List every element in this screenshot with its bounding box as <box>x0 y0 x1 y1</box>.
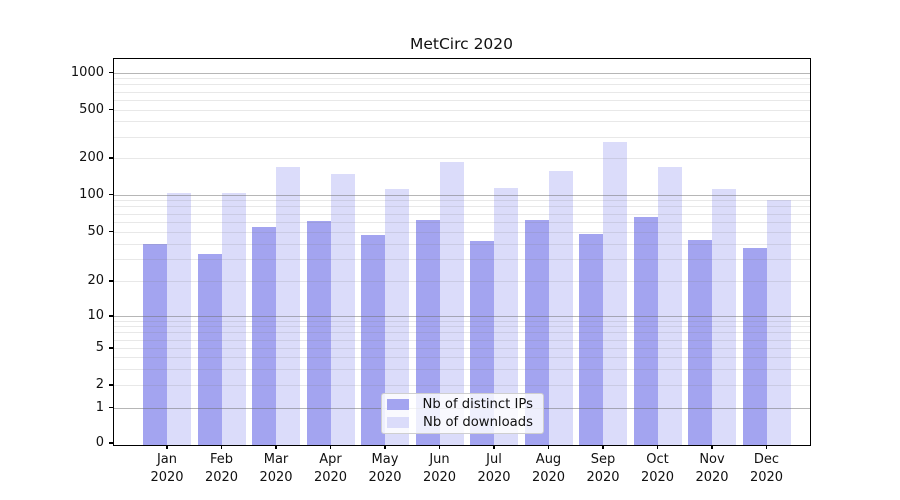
bar-downloads-oct <box>657 167 682 445</box>
bar-ips-nov <box>688 239 712 445</box>
legend-entry-downloads: Nb of downloads <box>387 415 537 430</box>
x-tick-label-apr: Apr 2020 <box>313 452 348 485</box>
bar-downloads-nov <box>712 188 736 445</box>
legend-label-distinct-ips: Nb of distinct IPs <box>422 397 533 412</box>
bar-ips-jan <box>143 243 167 445</box>
x-tick-label-jan: Jan 2020 <box>150 452 184 485</box>
bar-downloads-dec <box>766 199 791 445</box>
legend: Nb of distinct IPs Nb of downloads <box>381 393 544 434</box>
y-tick-label-10: 10 <box>87 308 104 323</box>
y-tick-label-200: 200 <box>79 150 104 165</box>
bar-downloads-apr <box>330 174 355 445</box>
y-tick-mark-50 <box>109 230 114 233</box>
bar-ips-oct <box>633 216 658 445</box>
x-tick-mark-nov <box>711 445 713 450</box>
legend-label-downloads: Nb of downloads <box>423 415 533 430</box>
legend-swatch-downloads <box>387 417 409 428</box>
x-tick-mark-jan <box>166 445 168 450</box>
y-tick-label-0: 0 <box>95 435 104 450</box>
x-tick-label-jun: Jun 2020 <box>422 452 457 485</box>
legend-entry-distinct-ips: Nb of distinct IPs <box>387 397 537 412</box>
y-tick-label-1: 1 <box>95 399 104 415</box>
bar-ips-sep <box>579 233 603 445</box>
x-tick-mark-may <box>384 445 386 450</box>
y-tick-label-100: 100 <box>79 186 104 202</box>
x-tick-label-dec: Dec 2020 <box>749 452 784 485</box>
bar-downloads-aug <box>548 170 573 445</box>
x-tick-mark-oct <box>656 445 659 450</box>
x-tick-label-feb: Feb 2020 <box>204 452 239 485</box>
y-tick-label-50: 50 <box>87 223 104 239</box>
x-tick-mark-dec <box>765 445 768 450</box>
y-tick-mark-10 <box>109 315 114 317</box>
y-tick-mark-200 <box>109 157 114 159</box>
bar-ips-feb <box>197 253 222 445</box>
x-tick-mark-mar <box>275 445 277 450</box>
legend-swatch-distinct-ips <box>387 399 409 410</box>
y-tick-label-20: 20 <box>87 273 104 288</box>
y-tick-label-5: 5 <box>95 340 104 355</box>
y-tick-mark-0 <box>109 442 114 444</box>
x-tick-label-aug: Aug 2020 <box>531 452 566 485</box>
bar-downloads-sep <box>603 141 627 445</box>
x-tick-label-may: May 2020 <box>368 452 402 485</box>
y-tick-label-2: 2 <box>95 377 104 392</box>
chart-title: MetCirc 2020 <box>409 35 514 53</box>
x-tick-mark-apr <box>329 445 332 450</box>
y-tick-mark-20 <box>109 280 114 282</box>
bar-downloads-feb <box>221 193 246 445</box>
x-tick-mark-jun <box>438 445 441 450</box>
y-tick-mark-500 <box>109 108 114 111</box>
x-tick-label-nov: Nov 2020 <box>695 452 729 485</box>
x-tick-mark-jul <box>493 445 495 450</box>
y-tick-mark-1 <box>109 406 114 409</box>
y-tick-mark-1000 <box>109 71 114 74</box>
x-tick-label-sep: Sep 2020 <box>586 452 620 485</box>
bar-ips-apr <box>306 220 331 445</box>
y-tick-label-1000: 1000 <box>70 64 104 80</box>
x-tick-mark-aug <box>547 445 550 450</box>
x-tick-mark-feb <box>220 445 223 450</box>
bar-ips-mar <box>252 227 276 445</box>
x-tick-label-oct: Oct 2020 <box>640 452 675 485</box>
y-tick-mark-2 <box>109 384 114 386</box>
x-tick-label-mar: Mar 2020 <box>259 452 293 485</box>
bar-ips-dec <box>742 247 767 445</box>
bars-layer <box>114 59 810 445</box>
bar-downloads-mar <box>276 166 300 445</box>
x-tick-label-jul: Jul 2020 <box>477 452 511 485</box>
bar-downloads-jan <box>167 193 191 445</box>
y-tick-label-500: 500 <box>79 101 104 117</box>
y-tick-mark-100 <box>109 193 114 196</box>
x-tick-mark-sep <box>602 445 604 450</box>
y-tick-mark-5 <box>109 347 114 349</box>
